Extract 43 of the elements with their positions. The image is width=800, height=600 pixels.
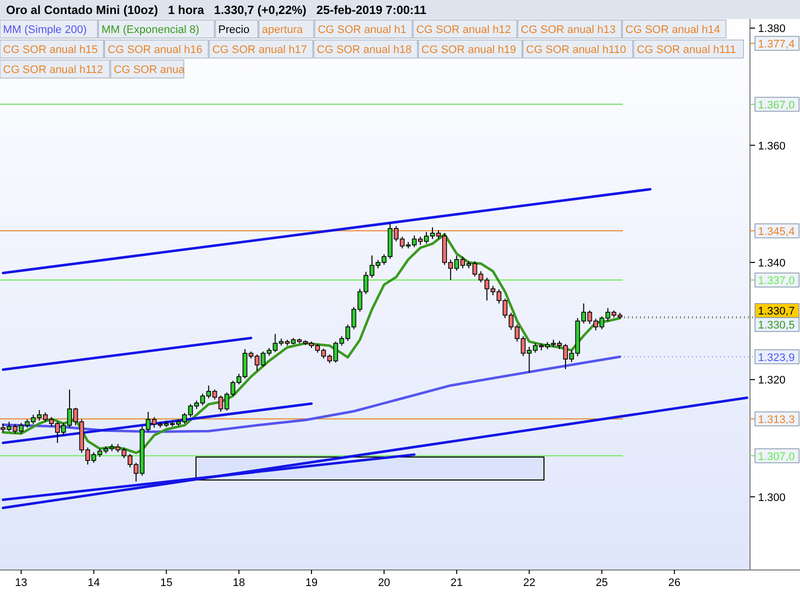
chart-title: Oro al Contado Mini (10oz) 1 hora 1.330,7 (+0,22%) 25-feb-2019 7:00:11: [6, 3, 427, 17]
x-tick-label: 13: [15, 577, 28, 589]
annotation: CG SOR anual h16: [108, 44, 202, 56]
annotation: CG SOR anual h110: [526, 44, 626, 56]
annotation: CG SOR anual h1: [318, 24, 406, 36]
x-tick-label: 19: [305, 577, 318, 589]
annotation: CG SOR anual h18: [316, 44, 412, 56]
text: MM (Simple 200): [3, 24, 87, 36]
y-tick-label: 1.340: [758, 257, 786, 270]
annotation: CG SOR anual h19: [421, 44, 516, 56]
data-label: 1.330,5: [758, 320, 795, 332]
annotation: CG SOR anual h13: [520, 24, 616, 36]
annotation: CG SOR anual h111: [636, 44, 736, 56]
ref-line-label: 1.313,3: [758, 414, 795, 426]
annotation: CG SOR anual h15: [3, 44, 98, 56]
x-tick-label: 26: [668, 577, 681, 589]
ref-line-label: 1.307,0: [758, 450, 795, 463]
ref-line-label: 1.345,4: [758, 226, 795, 238]
y-tick-label: 1.320: [758, 374, 786, 387]
annotation: apertura: [262, 24, 304, 36]
text: MM (Exponencial 8): [102, 24, 200, 36]
line-series: [2, 356, 622, 433]
annotation: CG SOR anual h12: [416, 24, 511, 36]
x-tick-label: 22: [523, 577, 536, 589]
annotation: CG SOR anual h14: [625, 24, 720, 36]
text: Precio: [218, 24, 250, 36]
ref-line-label: 1.377,4: [758, 38, 795, 50]
y-tick-label: 1.380: [758, 23, 786, 36]
y-tick-label: 1.360: [758, 140, 786, 152]
ref-line-label: 1.337,0: [758, 275, 795, 288]
annotation: CG SOR anual h17: [212, 44, 307, 56]
x-tick-label: 25: [596, 577, 608, 589]
x-tick-label: 18: [232, 577, 246, 589]
y-tick-label: 1.300: [758, 492, 786, 504]
x-tick-label: 21: [450, 577, 463, 589]
ref-line-label: 1.367,0: [758, 99, 795, 112]
x-tick-label: 15: [160, 577, 172, 589]
annotation: CG SOR anual h112: [3, 64, 104, 76]
data-label: 1.323,9: [758, 352, 795, 364]
x-tick-label: 14: [88, 577, 100, 589]
text: 1.330,7: [758, 306, 795, 318]
annotation: CG SOR anua: [114, 64, 186, 76]
x-tick-label: 20: [378, 577, 390, 589]
